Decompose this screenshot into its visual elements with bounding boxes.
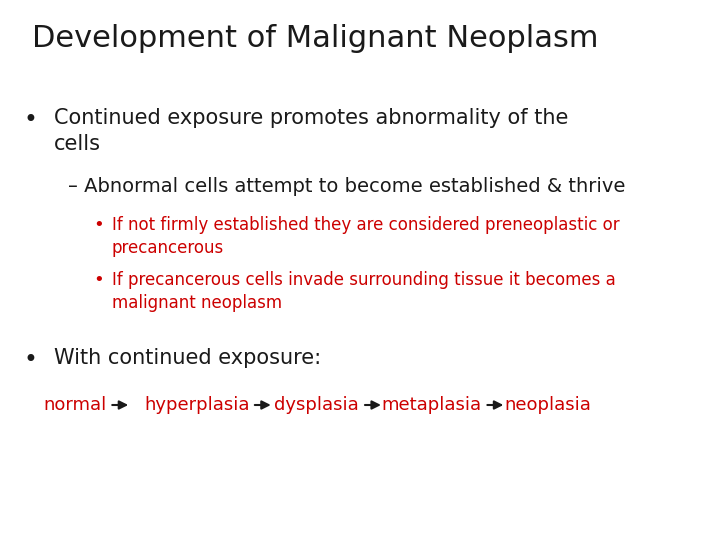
Text: If not firmly established they are considered preneoplastic or
precancerous: If not firmly established they are consi… [112, 216, 619, 257]
Text: hyperplasia: hyperplasia [144, 396, 250, 414]
Text: Development of Malignant Neoplasm: Development of Malignant Neoplasm [32, 24, 599, 53]
Text: Continued exposure promotes abnormality of the
cells: Continued exposure promotes abnormality … [54, 108, 568, 154]
Text: With continued exposure:: With continued exposure: [54, 348, 321, 368]
Text: neoplasia: neoplasia [504, 396, 591, 414]
Text: metaplasia: metaplasia [382, 396, 482, 414]
Text: dysplasia: dysplasia [274, 396, 359, 414]
Text: •: • [23, 348, 37, 372]
Text: •: • [94, 271, 104, 289]
Text: •: • [94, 216, 104, 234]
Text: normal: normal [43, 396, 107, 414]
Text: If precancerous cells invade surrounding tissue it becomes a
malignant neoplasm: If precancerous cells invade surrounding… [112, 271, 616, 312]
Text: – Abnormal cells attempt to become established & thrive: – Abnormal cells attempt to become estab… [68, 177, 626, 196]
Text: •: • [23, 108, 37, 132]
